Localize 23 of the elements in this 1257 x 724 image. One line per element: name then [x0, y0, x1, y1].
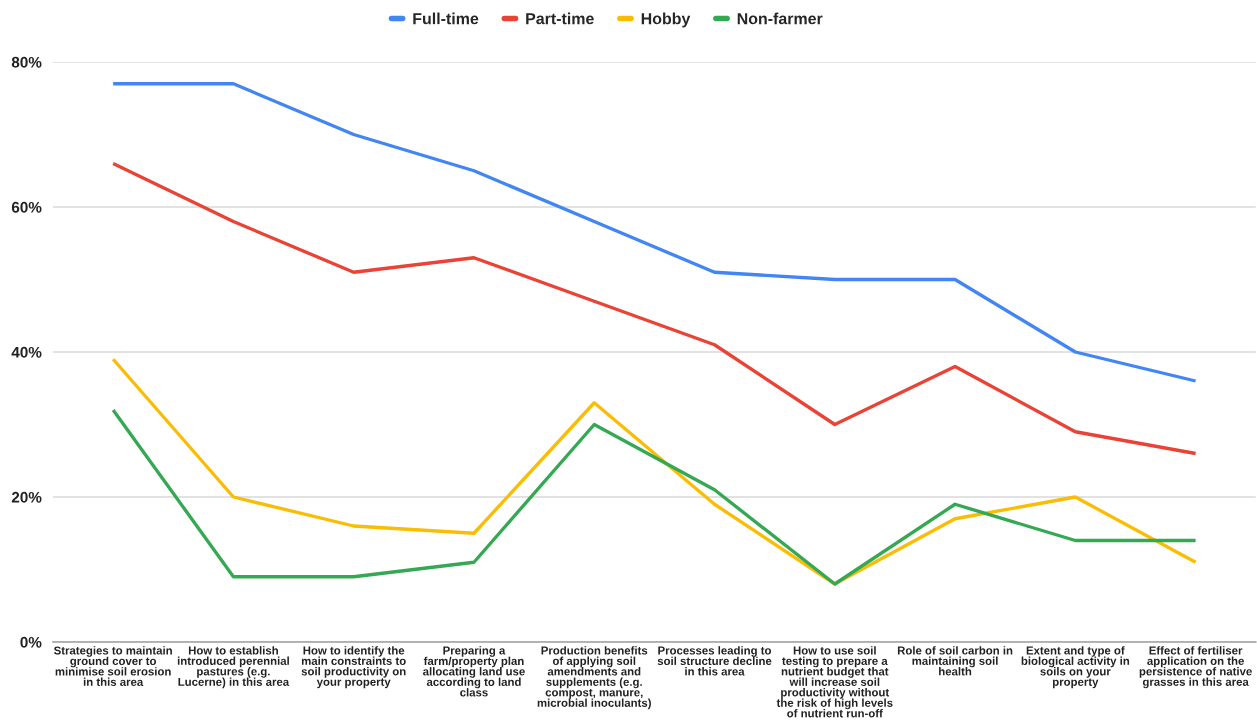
y-tick-label: 0%: [20, 636, 42, 648]
line-series: [111, 408, 1198, 586]
y-tick-label: 40%: [11, 346, 42, 358]
line-series: [111, 357, 1198, 586]
x-tick-label: Production benefits of applying soil amendments and supplements (e.g. compost, manure, microbial inoculants): [537, 646, 651, 710]
x-tick-label: How to establish introduced perennial pastures (e.g. Lucerne) in this area: [177, 646, 290, 689]
x-tick-label: How to use soil testing to prepare a nutrient budget that will increase soil productivity without the risk of high levels of nutrient run-off: [776, 646, 893, 718]
y-tick-label: 20%: [11, 491, 42, 503]
legend-label: Full-time: [413, 12, 479, 25]
x-tick-label: How to identify the main constraints to soil productivity on your property: [301, 646, 406, 689]
x-tick-label: Effect of fertiliser application on the persistence of native grasses in this area: [1139, 646, 1252, 689]
x-tick-label: Preparing a farm/property plan allocating land use according to land class: [423, 646, 525, 697]
y-tick-label: 60%: [11, 201, 42, 213]
x-tick-label: Role of soil carbon in maintaining soil health: [897, 646, 1013, 676]
x-tick-label: Strategies to maintain ground cover to minimise soil erosion in this area: [53, 646, 172, 686]
line-series: [111, 82, 1198, 383]
x-tick-label: Processes leading to soil structure decline in this area: [657, 646, 772, 676]
legend-label: Non-farmer: [737, 12, 823, 25]
legend-label: Hobby: [641, 12, 691, 28]
line-series: [111, 161, 1198, 456]
x-tick-label: Extent and type of biological activity in soils on your property: [1021, 646, 1130, 689]
legend-label: Part-time: [526, 12, 594, 25]
y-tick-label: 80%: [11, 56, 42, 68]
